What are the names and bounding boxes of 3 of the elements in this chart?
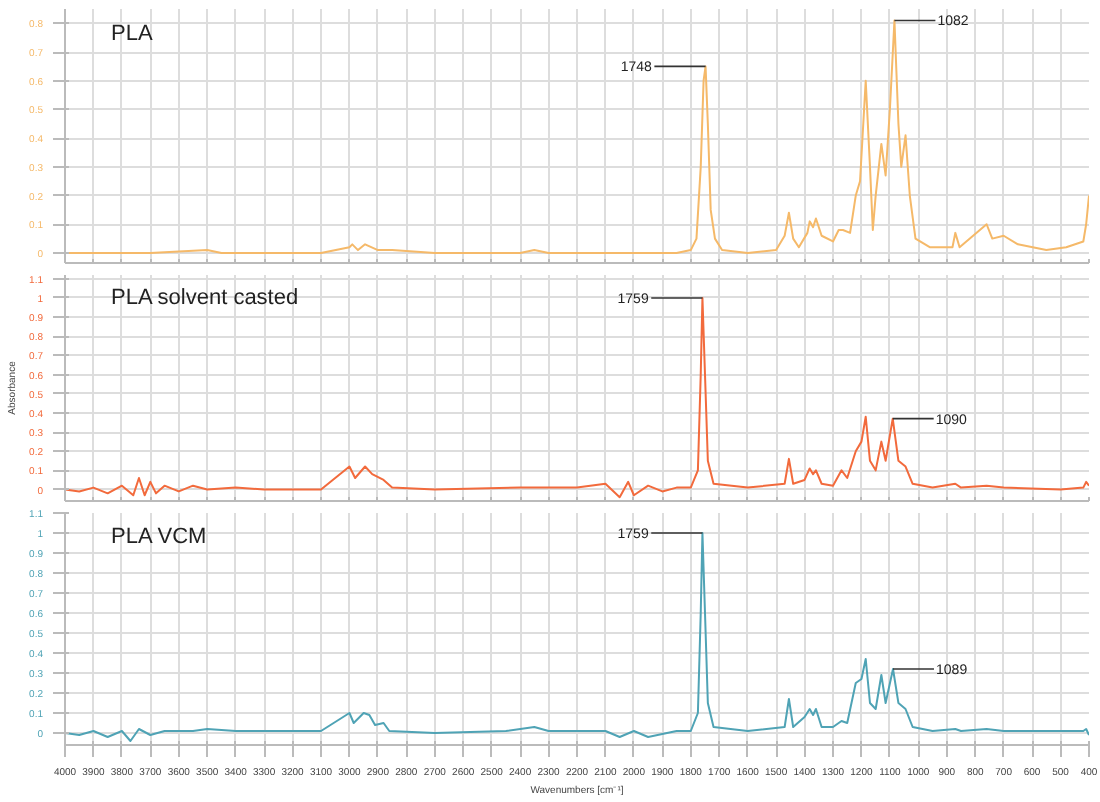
text: PLA VCM bbox=[111, 524, 207, 549]
text: PLA bbox=[111, 21, 154, 46]
text: PLA solvent casted bbox=[111, 286, 299, 311]
